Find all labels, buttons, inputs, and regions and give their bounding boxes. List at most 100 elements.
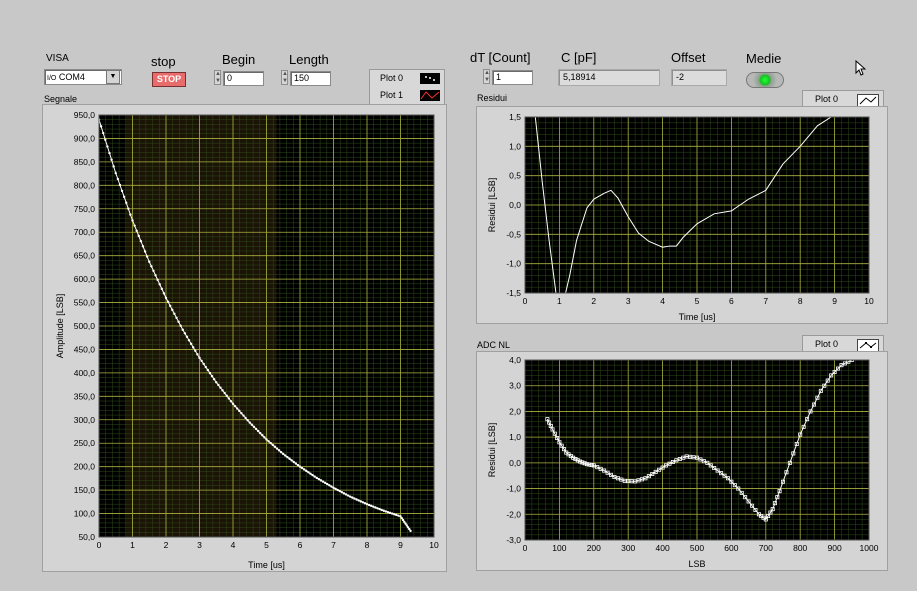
medie-label: Medie	[746, 51, 782, 66]
data-point	[836, 366, 841, 371]
data-point	[150, 265, 153, 268]
data-point	[808, 409, 813, 414]
data-point	[129, 213, 132, 216]
x-tick-label: 9	[832, 296, 837, 306]
data-point	[183, 332, 187, 335]
y-tick-label: 850,0	[74, 157, 96, 167]
adcnl-panel: 0 100 200 300 400 500 600 700 800 900 1000 -3,0 -2,0…	[476, 351, 888, 571]
data-point	[296, 463, 300, 467]
data-point	[353, 497, 356, 500]
data-point	[332, 486, 335, 489]
data-point	[175, 316, 178, 319]
chevron-down-icon[interactable]: ▼	[106, 70, 120, 84]
data-point	[235, 407, 239, 410]
data-point	[227, 397, 231, 400]
data-point	[363, 502, 367, 505]
data-point	[351, 496, 354, 499]
dt-input[interactable]: 1	[492, 70, 533, 85]
data-point	[743, 495, 748, 500]
data-point	[298, 465, 302, 468]
data-point	[550, 427, 555, 432]
begin-input[interactable]: 0	[223, 71, 264, 86]
data-point	[194, 349, 197, 353]
data-point	[386, 510, 390, 514]
stop-button[interactable]: STOP	[152, 72, 186, 87]
data-point	[365, 502, 369, 506]
legend-plot0[interactable]: Plot 0	[370, 70, 444, 87]
data-point	[561, 447, 566, 452]
visa-selector[interactable]: I/O COM4 ▼	[44, 69, 122, 85]
y-tick-label: 150,0	[74, 485, 96, 495]
x-tick-label: 100	[552, 543, 566, 553]
series-layer	[545, 360, 854, 522]
x-tick-label: 4	[660, 296, 665, 306]
data-point	[259, 431, 262, 435]
x-tick-label: 8	[365, 540, 370, 550]
dt-spinner[interactable]: ▲ ▼	[483, 69, 490, 84]
data-point	[382, 509, 385, 512]
segnale-chart[interactable]: 0 1 2 3 4 5 6 7 8 9 10 50,0 100,0 150,0 200,0 250,0 300,…	[43, 105, 446, 571]
data-point	[240, 412, 243, 415]
data-point	[148, 260, 151, 263]
offset-label: Offset	[671, 50, 706, 65]
data-point	[739, 490, 744, 495]
y-tick-label: 0,5	[509, 171, 521, 181]
x-tick-label: 0	[523, 296, 528, 306]
x-tick-label: 0	[97, 540, 102, 550]
data-point	[384, 510, 388, 513]
data-point	[602, 468, 607, 473]
x-tick-label: 7	[763, 296, 768, 306]
data-point	[369, 504, 373, 508]
data-point	[256, 429, 260, 433]
data-point	[198, 356, 201, 360]
y-tick-label: 700,0	[74, 227, 96, 237]
y-tick-label: -1,0	[506, 484, 521, 494]
data-point	[388, 511, 392, 515]
medie-led-toggle[interactable]	[746, 72, 784, 88]
stop-label: stop	[151, 54, 176, 69]
data-point	[162, 292, 166, 295]
x-tick-label: 600	[724, 543, 738, 553]
plot-frame	[524, 116, 870, 294]
segnale-panel: 0 1 2 3 4 5 6 7 8 9 10 50,0 100,0 150,0 200,0 250,0 300,…	[42, 104, 447, 572]
visa-value: COM4	[58, 72, 85, 82]
residui-chart[interactable]: 0 1 2 3 4 5 6 7 8 9 10 -1,5 -1,0 -0,5 0,0 0,5 1,0 1,5 Time…	[477, 107, 887, 323]
length-spinner[interactable]: ▲ ▼	[281, 70, 288, 85]
data-point	[708, 463, 713, 468]
series-layer	[534, 117, 832, 293]
data-point	[725, 476, 730, 481]
data-point	[729, 479, 734, 484]
legend-label: Plot 1	[380, 90, 404, 100]
data-point	[315, 476, 318, 480]
x-axis-label: Time [us]	[679, 312, 716, 322]
data-point	[404, 522, 407, 525]
legend-plot0[interactable]: Plot 0	[803, 336, 883, 353]
data-point	[791, 451, 796, 456]
y-tick-label: -2,0	[506, 509, 521, 519]
data-point	[233, 404, 237, 408]
data-point	[252, 425, 256, 429]
adcnl-chart[interactable]: 0 100 200 300 400 500 600 700 800 900 1000 -3,0 -2,0…	[477, 352, 887, 570]
y-tick-label: 0,0	[509, 200, 521, 210]
data-point	[271, 443, 274, 447]
data-point	[555, 436, 560, 441]
plot-area: 0 1 2 3 4 5 6 7 8 9 10 50,0 100,0 150,0 200,0 250,0 300,…	[55, 110, 439, 570]
data-point	[106, 145, 109, 148]
data-point	[277, 449, 281, 452]
plot-frame	[524, 359, 870, 541]
data-point	[101, 131, 105, 135]
y-tick-label: 300,0	[74, 415, 96, 425]
length-input[interactable]: 150	[290, 71, 331, 86]
data-point	[210, 374, 214, 378]
legend-plot1[interactable]: Plot 1	[370, 87, 444, 104]
x-tick-label: 1000	[860, 543, 879, 553]
begin-spinner[interactable]: ▲ ▼	[214, 70, 221, 85]
plot-area: 0 100 200 300 400 500 600 700 800 900 1000 -3,0 -2,0…	[487, 355, 879, 569]
data-point	[254, 427, 258, 431]
plot-area: 0 1 2 3 4 5 6 7 8 9 10 -1,5 -1,0 -0,5 0,0 0,5 1,0 1,5 Time…	[487, 112, 874, 322]
data-point	[825, 378, 830, 383]
y-axis-label: Residui [LSB]	[487, 423, 497, 478]
y-tick-label: 1,0	[509, 432, 521, 442]
segnale-legend[interactable]: Plot 0 Plot 1	[369, 69, 445, 107]
data-point	[114, 171, 117, 175]
